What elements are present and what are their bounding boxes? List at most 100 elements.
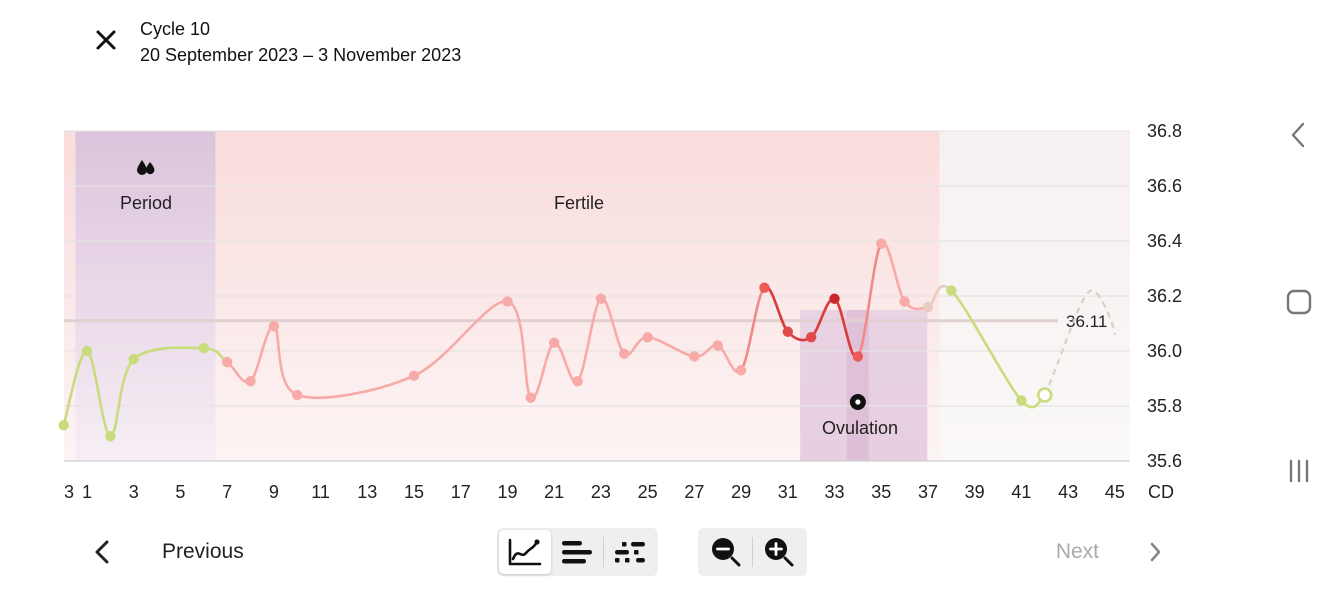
x-tick-label: 41 (1011, 482, 1031, 502)
data-point (946, 285, 957, 296)
x-tick-label: 43 (1058, 482, 1078, 502)
x-tick-label: 31 (778, 482, 798, 502)
x-axis-unit-label: CD (1148, 482, 1174, 502)
zoom-in-icon (765, 538, 794, 567)
x-tick-label: 5 (175, 482, 185, 502)
phase-labels: Period Fertile Ovulation (120, 160, 898, 438)
x-tick-label: 39 (965, 482, 985, 502)
coverline: 36.11 (64, 312, 1107, 331)
x-tick-label: 13 (357, 482, 377, 502)
data-point (81, 345, 93, 357)
y-tick-label: 36.0 (1147, 341, 1182, 361)
data-point (408, 370, 420, 381)
x-tick-label: 3 (64, 482, 74, 502)
next-cycle-button[interactable]: Next (1056, 532, 1173, 572)
zoom-in-button[interactable] (753, 530, 805, 574)
x-tick-label: 27 (684, 482, 704, 502)
ovulation-egg-icon (849, 394, 866, 410)
series-line-segment (856, 242, 883, 358)
data-point (292, 389, 303, 401)
data-point (105, 431, 116, 442)
drops-icon (137, 160, 155, 175)
y-axis: 36.8 36.6 36.4 36.2 36.0 35.8 35.6 (1147, 121, 1182, 471)
data-point (1036, 387, 1053, 403)
data-point (805, 332, 817, 343)
x-tick-label: 21 (544, 482, 564, 502)
data-point (782, 326, 793, 337)
view-toggle (497, 528, 658, 576)
y-tick-label: 36.2 (1147, 286, 1182, 306)
x-tick-label: 3 (129, 482, 139, 502)
data-point (268, 321, 280, 332)
x-tick-label: 25 (638, 482, 658, 502)
ovulation-day-band (846, 310, 869, 461)
cycle-title: Cycle 10 (140, 19, 211, 39)
previous-label: Previous (162, 540, 244, 563)
x-tick-label: 23 (591, 482, 611, 502)
data-point (1016, 395, 1027, 406)
x-tick-label: 35 (871, 482, 891, 502)
data-point (619, 348, 630, 359)
data-point (245, 376, 256, 387)
chevron-left-icon (95, 540, 109, 564)
period-label: Period (120, 193, 172, 213)
x-tick-label: 1 (82, 482, 92, 502)
data-point (922, 301, 934, 313)
data-point (876, 238, 887, 249)
next-label: Next (1055, 540, 1099, 563)
system-recents-icon[interactable] (1285, 456, 1313, 486)
data-point (642, 332, 653, 343)
cycle-header: Cycle 10 20 September 2023 – 3 November … (140, 16, 461, 68)
zoom-out-button[interactable] (700, 530, 752, 574)
data-point (735, 365, 747, 376)
x-tick-label: 9 (269, 482, 279, 502)
bar-view-button[interactable] (551, 530, 603, 574)
data-point (759, 282, 770, 293)
dots-icon (615, 542, 645, 563)
previous-cycle-button[interactable]: Previous (86, 532, 244, 572)
x-tick-label: 29 (731, 482, 751, 502)
divider (603, 537, 604, 567)
data-point (549, 337, 560, 348)
data-point (221, 356, 233, 368)
y-tick-label: 36.4 (1147, 231, 1182, 251)
series-line-segment (506, 300, 533, 400)
chevron-right-icon (1150, 542, 1161, 562)
data-point (852, 351, 864, 362)
cycle-date-range: 20 September 2023 – 3 November 2023 (140, 45, 462, 65)
y-tick-label: 35.6 (1147, 451, 1182, 471)
x-tick-label: 15 (404, 482, 424, 502)
close-button[interactable] (90, 24, 122, 56)
data-point (712, 340, 723, 351)
data-point (595, 293, 607, 304)
y-tick-label: 36.6 (1147, 176, 1182, 196)
data-point (502, 296, 513, 307)
temperature-series (58, 238, 1116, 442)
fertile-label: Fertile (554, 193, 604, 213)
close-icon (96, 30, 116, 50)
dots-view-button[interactable] (604, 530, 656, 574)
series-line-segment (950, 289, 1023, 402)
line-view-button[interactable] (499, 530, 551, 574)
system-back-icon[interactable] (1285, 118, 1313, 152)
data-point (58, 420, 69, 431)
data-point (899, 296, 910, 307)
divider (752, 537, 753, 567)
data-point (525, 392, 537, 403)
y-tick-label: 35.8 (1147, 396, 1182, 416)
line-chart-icon (508, 538, 542, 566)
x-tick-label: 37 (918, 482, 938, 502)
data-point (689, 351, 700, 362)
system-home-icon[interactable] (1285, 288, 1313, 316)
x-tick-label: 11 (311, 482, 330, 502)
coverline-label: 36.11 (1066, 312, 1107, 331)
x-tick-label: 17 (451, 482, 471, 502)
x-tick-label: 19 (497, 482, 517, 502)
data-point (198, 343, 209, 354)
series-line-segment (412, 300, 509, 378)
x-tick-label: 45 (1105, 482, 1125, 502)
zoom-controls (698, 528, 807, 576)
data-point (572, 376, 583, 387)
x-tick-label: 7 (222, 482, 232, 502)
